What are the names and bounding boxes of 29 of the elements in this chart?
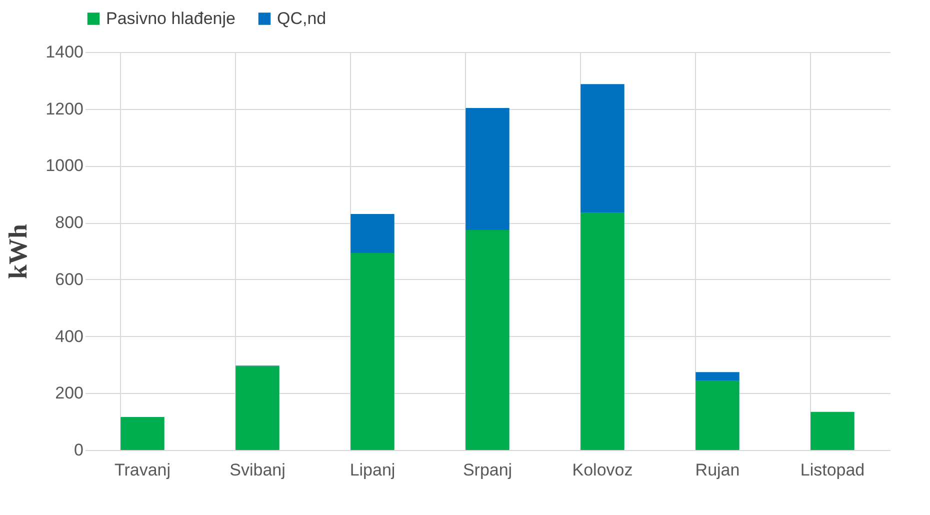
y-tick-label: 800 — [55, 213, 84, 232]
x-tick-label: Srpanj — [462, 460, 512, 480]
y-tick-label: 200 — [55, 384, 84, 403]
bar — [810, 412, 854, 450]
y-tick-label: 0 — [74, 440, 84, 460]
bar — [580, 212, 624, 450]
x-tick-label: Travanj — [114, 460, 171, 480]
x-tick-label: Listopad — [800, 460, 865, 480]
bar — [120, 417, 164, 450]
bar — [696, 372, 740, 381]
legend-label: QC,nd — [277, 8, 326, 28]
bar — [466, 230, 510, 450]
y-axis-title: kWh — [4, 224, 33, 279]
bar — [350, 214, 394, 253]
y-tick-label: 1000 — [46, 156, 84, 176]
legend-label: Pasivno hlađenje — [106, 8, 236, 28]
y-tick-label: 600 — [55, 270, 84, 289]
bar — [580, 84, 624, 213]
x-tick-label: Rujan — [695, 460, 740, 480]
bar — [350, 252, 394, 450]
x-tick-label: Svibanj — [230, 460, 286, 480]
bar — [466, 108, 510, 230]
y-tick-label: 1400 — [46, 42, 84, 62]
x-tick-label: Kolovoz — [572, 460, 633, 480]
y-tick-label: 1200 — [46, 99, 84, 118]
x-tick-label: Lipanj — [350, 460, 396, 480]
bar — [696, 380, 740, 450]
y-tick-label: 400 — [55, 326, 84, 346]
bar — [236, 366, 280, 450]
